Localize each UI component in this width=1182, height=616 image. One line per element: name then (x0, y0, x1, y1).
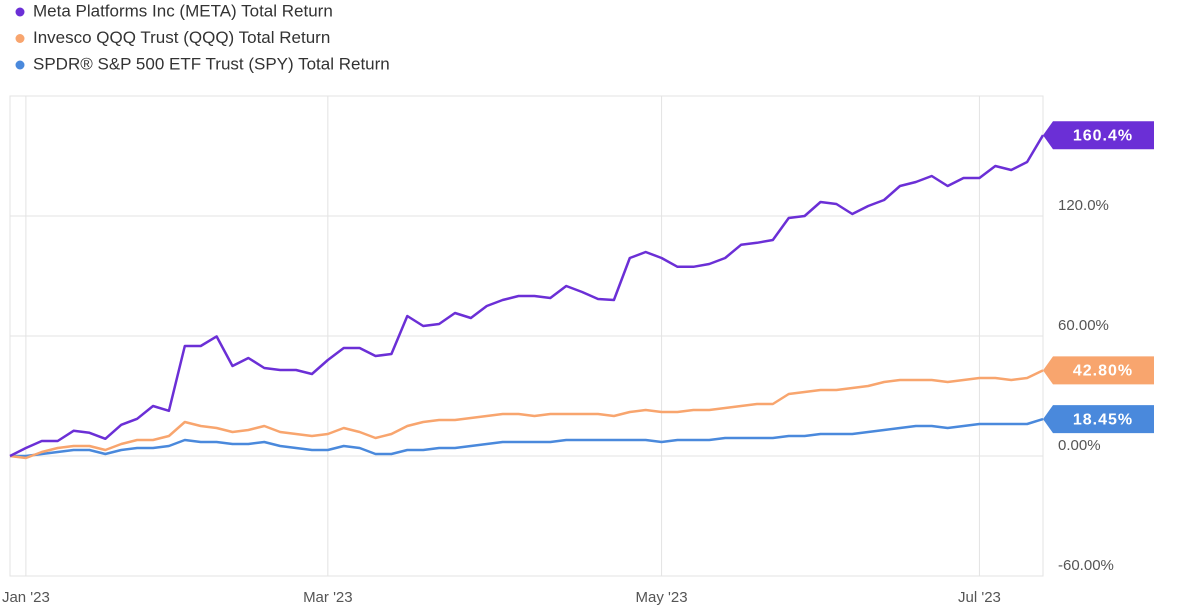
legend-marker (15, 7, 25, 17)
value-label: 18.45% (1073, 411, 1133, 428)
legend-label: Invesco QQQ Trust (QQQ) Total Return (33, 28, 330, 47)
value-callout (1043, 356, 1154, 385)
y-tick-label: 120.0% (1058, 197, 1109, 214)
legend-marker (15, 60, 25, 70)
series-line (10, 417, 1044, 458)
y-tick-label: -60.00% (1058, 557, 1114, 574)
value-callout (1043, 121, 1154, 150)
value-label: 160.4% (1073, 127, 1133, 144)
series-line (9, 369, 1044, 460)
series-line (9, 134, 1045, 458)
x-tick-label: May '23 (636, 589, 688, 606)
value-label: 42.80% (1073, 363, 1133, 380)
x-tick-label: Jul '23 (958, 589, 1001, 606)
y-tick-label: 0.00% (1058, 437, 1101, 454)
x-tick-label: Jan '23 (2, 589, 50, 606)
legend-label: SPDR® S&P 500 ETF Trust (SPY) Total Retu… (33, 54, 390, 73)
x-tick-label: Mar '23 (303, 589, 353, 606)
value-callout (1043, 405, 1154, 434)
y-tick-label: 60.00% (1058, 317, 1109, 334)
legend-label: Meta Platforms Inc (META) Total Return (33, 1, 333, 20)
legend-marker (15, 34, 25, 43)
